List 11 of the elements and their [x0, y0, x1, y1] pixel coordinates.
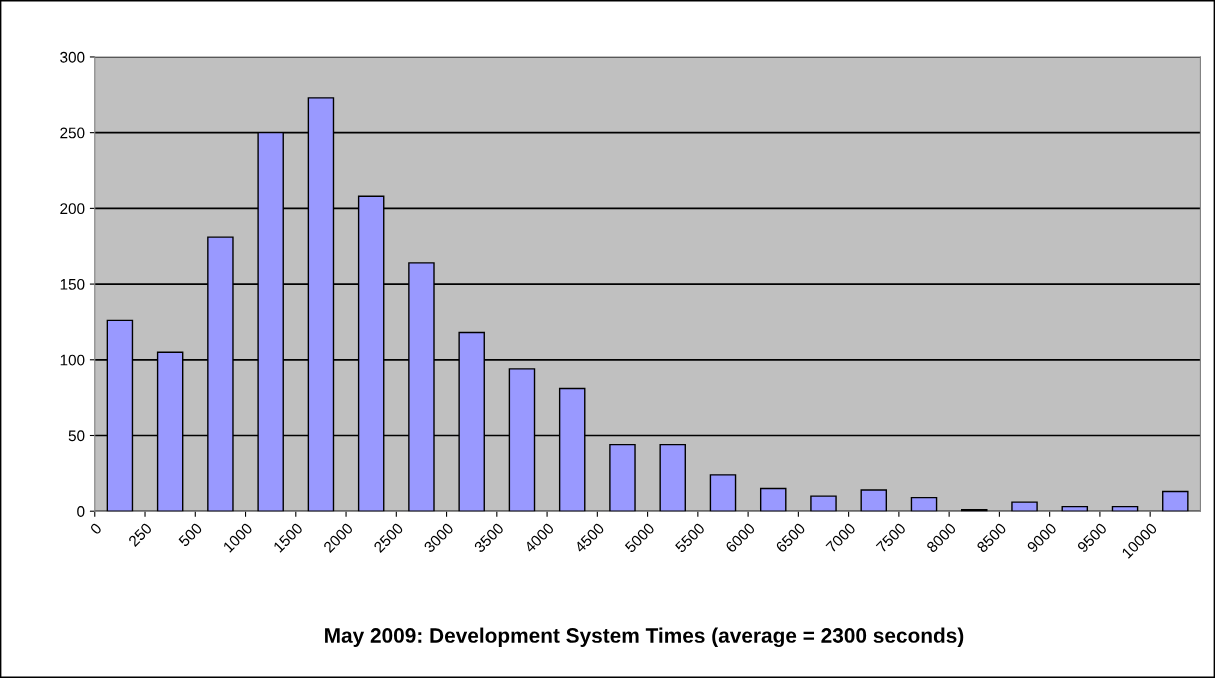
x-tick-label: 0	[89, 522, 103, 536]
y-tick-label: 200	[60, 203, 85, 215]
y-tick-label: 0	[77, 506, 85, 517]
y-tick-label: 50	[68, 430, 85, 442]
text: May 2009: Development System Times (average = 2300 seconds)	[325, 627, 964, 648]
y-tick-label: 100	[60, 354, 85, 366]
y-tick-label: 150	[60, 278, 85, 290]
x-tick-label: 250	[127, 522, 153, 548]
x-tick-label: 500	[177, 522, 203, 548]
y-tick-label: 250	[60, 127, 85, 139]
y-tick-label: 300	[60, 51, 85, 63]
